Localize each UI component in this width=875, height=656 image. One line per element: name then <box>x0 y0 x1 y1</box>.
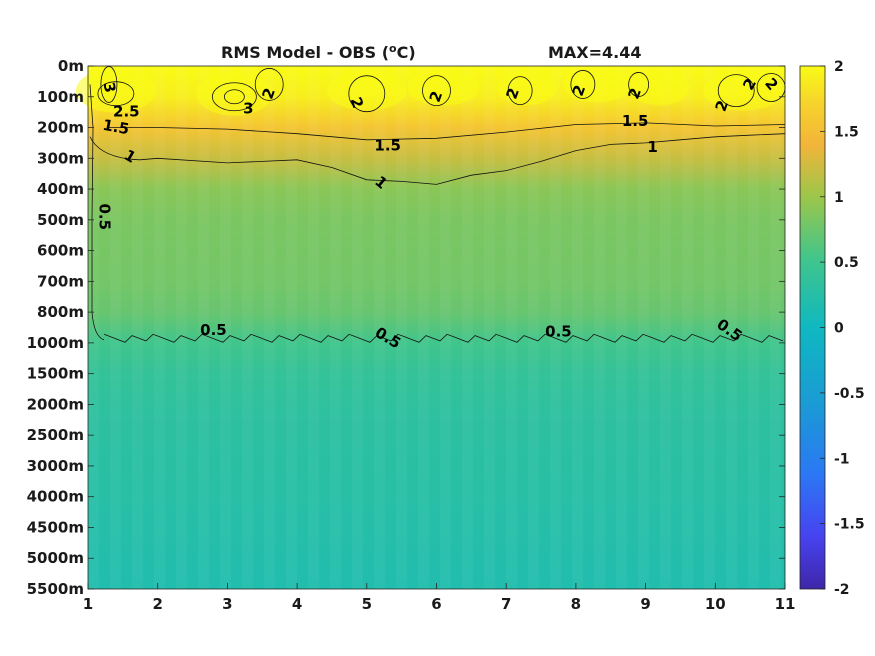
contour-label: 0.5 <box>545 323 572 341</box>
y-tick-label: 3000m <box>27 457 84 475</box>
contour-0.5 <box>103 333 784 343</box>
contour-2 <box>507 76 533 106</box>
y-tick-label: 2000m <box>27 395 84 413</box>
contour-label: 1.5 <box>374 136 401 154</box>
x-tick-label: 7 <box>501 595 511 613</box>
x-axis: 1 2 3 4 5 6 7 8 9 10 11 <box>83 583 796 613</box>
colorbar-tick-label: 1.5 <box>834 124 859 140</box>
y-tick-label: 700m <box>37 272 84 290</box>
contour-label: 1.5 <box>101 116 130 138</box>
hotspot <box>497 69 558 106</box>
hotspot <box>75 68 156 113</box>
colorbar-tick-label: -1 <box>834 451 850 467</box>
y-tick-label: 1000m <box>27 334 84 352</box>
x-tick-label: 8 <box>571 595 581 613</box>
y-tick-label: 5000m <box>27 549 84 567</box>
max-label: MAX=4.44 <box>548 43 642 62</box>
contour-2 <box>97 81 135 107</box>
y-tick-label: 4000m <box>27 488 84 506</box>
heatmap-hotspots <box>75 66 784 116</box>
x-tick-label: 2 <box>152 595 162 613</box>
contour-2 <box>717 74 755 108</box>
y-axis: 0m 100m 200m 300m 400m 500m 600m 700m 800m 1000m 1… <box>27 57 785 598</box>
contour-2 <box>348 75 386 113</box>
chart-title: RMS Model - OBS (oC) <box>221 42 416 62</box>
x-tick-label: 9 <box>640 595 650 613</box>
contour-0.5-left <box>89 84 105 341</box>
contour-label: 1.5 <box>622 112 649 130</box>
x-tick-label: 6 <box>431 595 441 613</box>
contour-1.5 <box>108 122 786 141</box>
contour-2 <box>223 89 245 105</box>
contour-lines <box>89 66 786 343</box>
contour-label: 0.5 <box>200 321 227 339</box>
contour-label: 0.5 <box>96 203 114 230</box>
y-tick-label: 5500m <box>27 580 84 598</box>
contour-2 <box>100 66 118 103</box>
contour-label: 2.5 <box>113 103 140 121</box>
colorbar-tick-label: -2 <box>834 582 850 598</box>
y-tick-label: 2500m <box>27 426 84 444</box>
contour-2 <box>422 75 451 107</box>
colorbar-ticks: 2 1.5 1 0.5 0 -0.5 -1 -1.5 -2 <box>820 59 865 598</box>
x-tick-label: 1 <box>83 595 93 613</box>
colorbar-tick-label: 0.5 <box>834 255 859 271</box>
hotspot <box>703 70 784 111</box>
contour-label: 1 <box>647 138 657 156</box>
contour-2 <box>628 72 650 97</box>
y-tick-label: 100m <box>37 88 84 106</box>
colorbar-tick-label: 2 <box>834 59 844 75</box>
x-tick-label: 5 <box>362 595 372 613</box>
contour-2 <box>211 82 257 112</box>
contour-label: 3 <box>243 100 253 118</box>
y-tick-label: 1500m <box>27 365 84 383</box>
contour-2 <box>254 68 284 101</box>
x-tick-label: 4 <box>292 595 302 613</box>
hotspot <box>629 69 690 106</box>
y-tick-label: 200m <box>37 119 84 137</box>
colorbar-tick-label: 0 <box>834 321 844 337</box>
hotspot <box>562 66 631 103</box>
x-tick-label: 10 <box>705 595 726 613</box>
contour-2 <box>570 70 596 99</box>
y-tick-label: 600m <box>37 242 84 260</box>
y-tick-label: 0m <box>58 57 84 75</box>
contour-label: 3 <box>100 81 120 94</box>
colorbar-tick-label: -0.5 <box>834 386 865 402</box>
colorbar: 2 1.5 1 0.5 0 -0.5 -1 -1.5 -2 <box>799 59 865 598</box>
hotspot <box>196 71 273 116</box>
heatmap-texture <box>88 66 785 589</box>
hotspot <box>407 69 480 106</box>
y-tick-label: 500m <box>37 211 84 229</box>
y-tick-label: 4500m <box>27 518 84 536</box>
colorbar-tick-label: -1.5 <box>834 517 865 533</box>
y-tick-label: 400m <box>37 180 84 198</box>
y-tick-label: 800m <box>37 303 84 321</box>
hotspot <box>326 70 407 111</box>
contour-1 <box>89 133 786 185</box>
y-tick-label: 300m <box>37 149 84 167</box>
x-tick-label: 3 <box>222 595 232 613</box>
colorbar-tick-label: 1 <box>834 190 844 206</box>
x-tick-label: 11 <box>775 595 796 613</box>
